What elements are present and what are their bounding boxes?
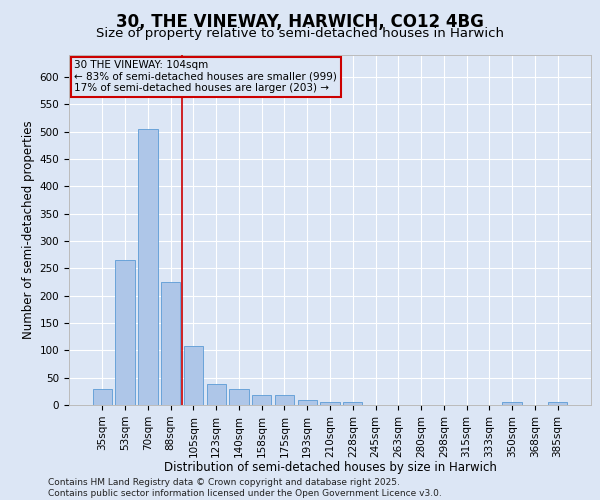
Bar (93, 388, 112, 405)
Bar (115, 260, 135, 405)
Bar (275, 395, 294, 405)
Bar (298, 400, 317, 405)
Bar (138, 129, 158, 405)
X-axis label: Distribution of semi-detached houses by size in Harwich: Distribution of semi-detached houses by … (164, 461, 496, 474)
Text: Size of property relative to semi-detached houses in Harwich: Size of property relative to semi-detach… (96, 28, 504, 40)
Bar (184, 346, 203, 405)
Bar (161, 282, 181, 405)
Bar (502, 402, 522, 405)
Bar (548, 402, 567, 405)
Bar (252, 395, 271, 405)
Bar (320, 402, 340, 405)
Text: 30 THE VINEWAY: 104sqm
← 83% of semi-detached houses are smaller (999)
17% of se: 30 THE VINEWAY: 104sqm ← 83% of semi-det… (74, 60, 337, 94)
Y-axis label: Number of semi-detached properties: Number of semi-detached properties (22, 120, 35, 340)
Bar (229, 388, 248, 405)
Text: 30, THE VINEWAY, HARWICH, CO12 4BG: 30, THE VINEWAY, HARWICH, CO12 4BG (116, 12, 484, 30)
Bar (206, 384, 226, 405)
Text: Contains HM Land Registry data © Crown copyright and database right 2025.
Contai: Contains HM Land Registry data © Crown c… (48, 478, 442, 498)
Bar (343, 402, 362, 405)
